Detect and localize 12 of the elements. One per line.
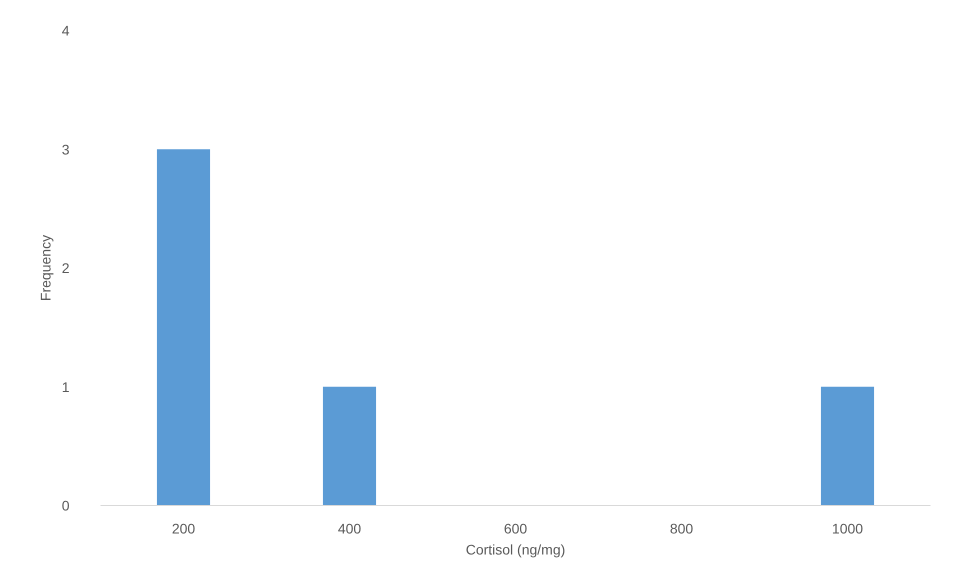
y-tick-label: 3	[62, 141, 70, 158]
x-tick-label: 1000	[832, 520, 864, 536]
x-tick-label: 200	[172, 520, 196, 536]
y-tick-label: 2	[62, 260, 70, 276]
x-tick-label: 400	[338, 520, 362, 536]
x-axis-title: Cortisol (ng/mg)	[466, 542, 566, 558]
y-tick-label: 1	[62, 378, 70, 395]
y-tick-label: 0	[62, 498, 70, 514]
y-axis-title: Frequency	[38, 234, 54, 302]
x-tick-label: 600	[504, 520, 528, 536]
y-tick-label: 4	[62, 22, 70, 38]
x-tick-label: 800	[670, 520, 694, 536]
